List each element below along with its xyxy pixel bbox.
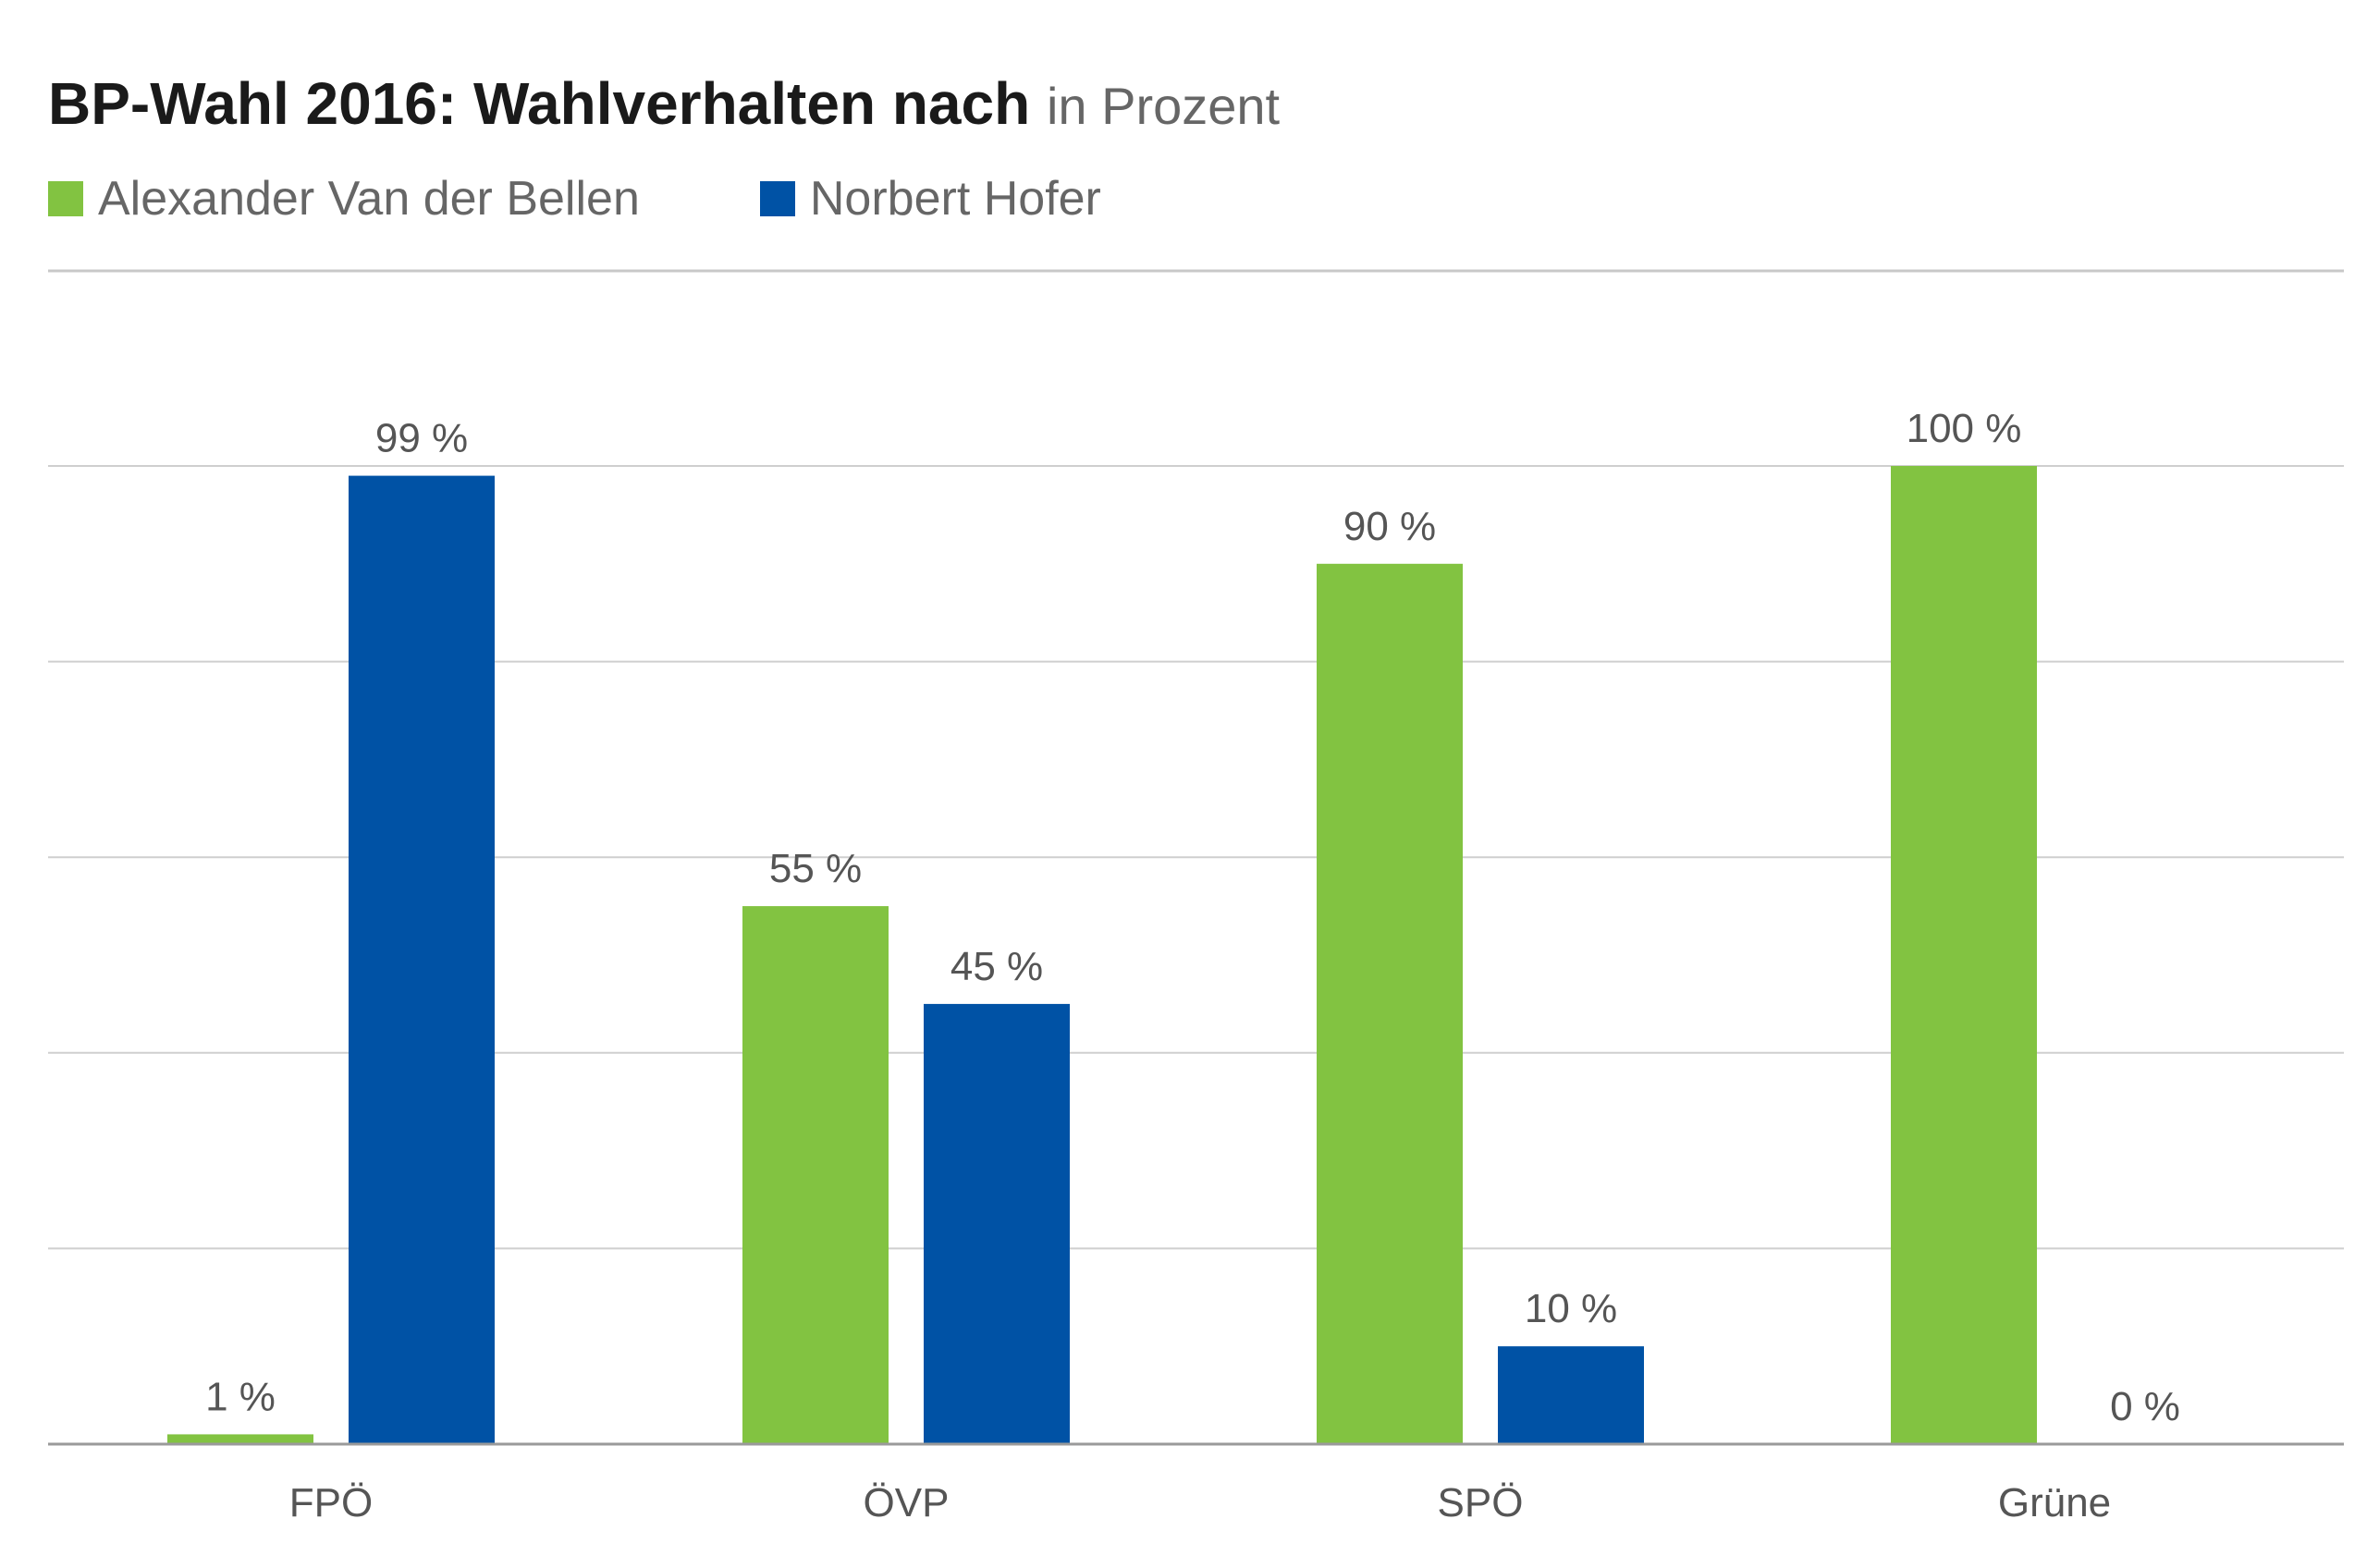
legend-label-hofer: Norbert Hofer (809, 172, 1101, 226)
x-tick-label-2: SPÖ (1438, 1480, 1524, 1525)
data-label-van-der-bellen-0: 1 % (205, 1374, 276, 1419)
data-label-van-der-bellen-3: 100 % (1907, 406, 2022, 451)
data-label-hofer-3: 0 % (2110, 1384, 2180, 1429)
bar-hofer-0 (349, 475, 495, 1444)
chart-title: BP-Wahl 2016: Wahlverhalten nach in Proz… (48, 67, 1280, 143)
legend-item-van-der-bellen: Alexander Van der Bellen (48, 171, 640, 227)
bar-van-der-bellen-2 (1317, 563, 1463, 1444)
x-tick-label-1: ÖVP (864, 1480, 950, 1525)
bar-van-der-bellen-3 (1891, 466, 2037, 1444)
bar-hofer-1 (924, 1003, 1070, 1444)
data-label-hofer-2: 10 % (1525, 1286, 1617, 1331)
data-label-hofer-1: 45 % (950, 944, 1043, 989)
data-label-van-der-bellen-1: 55 % (769, 846, 862, 891)
legend-item-hofer: Norbert Hofer (759, 171, 1101, 227)
bar-van-der-bellen-1 (742, 906, 889, 1444)
legend-label-van-der-bellen: Alexander Van der Bellen (98, 172, 640, 226)
bar-van-der-bellen-0 (167, 1434, 313, 1444)
legend-swatch-hofer (759, 181, 795, 216)
bar-hofer-2 (1498, 1346, 1644, 1444)
chart-subtitle: in Prozent (1046, 77, 1281, 135)
data-label-van-der-bellen-2: 90 % (1343, 504, 1436, 549)
x-tick-label-3: Grüne (1998, 1480, 2111, 1525)
chart-title-main: BP-Wahl 2016: Wahlverhalten nach (48, 70, 1031, 137)
x-tick-label-0: FPÖ (289, 1480, 373, 1525)
legend: Alexander Van der Bellen Norbert Hofer (48, 166, 1221, 231)
data-label-hofer-0: 99 % (375, 416, 468, 461)
legend-swatch-van-der-bellen (48, 181, 83, 216)
